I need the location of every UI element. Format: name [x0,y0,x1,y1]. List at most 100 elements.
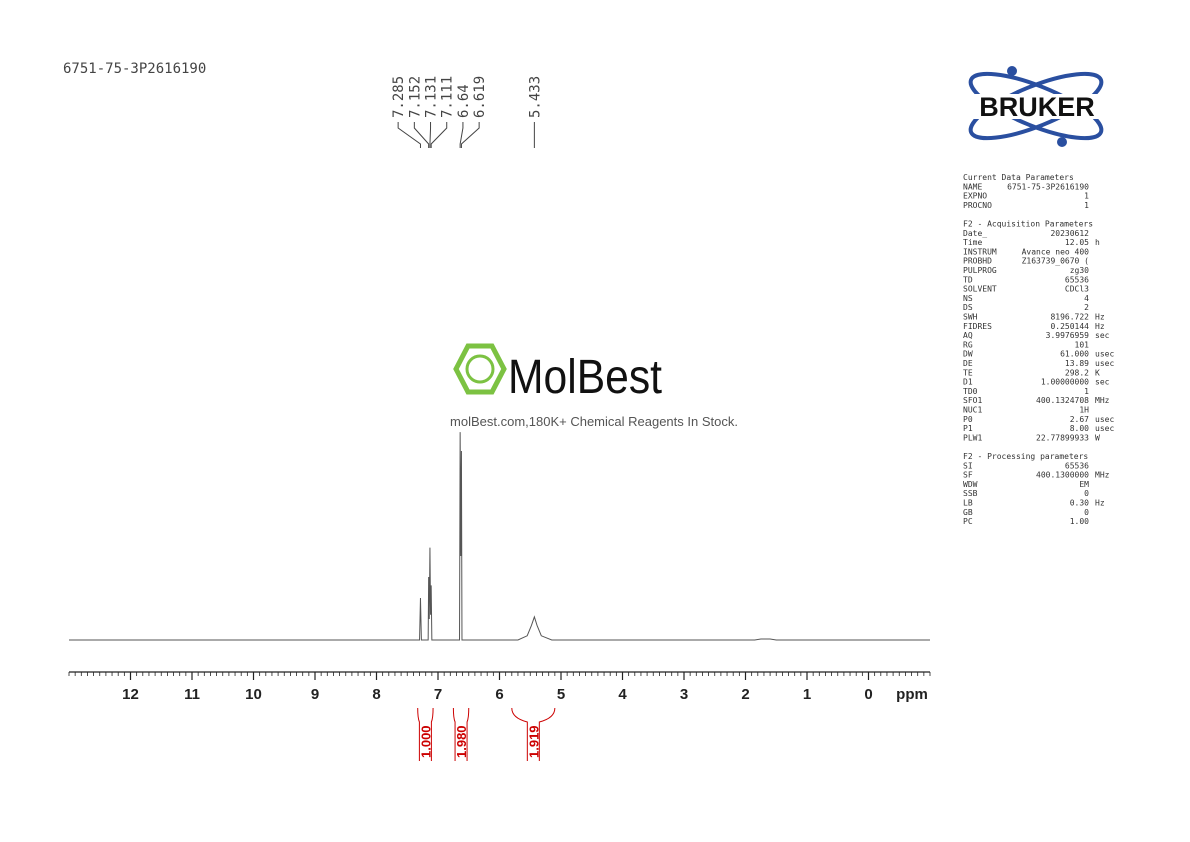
watermark-icon [453,343,507,395]
parameter-name: TE [963,368,973,377]
parameter-name: INSTRUM [963,247,997,256]
parameter-unit: W [1095,433,1100,442]
parameter-value: 298.2 [1065,368,1089,377]
logo-dot [1057,137,1067,147]
logo-text: BRUKER [979,92,1095,122]
x-tick-label: 0 [864,686,872,703]
peak-label: 7.131 [424,76,440,118]
parameter-value: 0 [1084,489,1089,498]
parameter-name: PULPROG [963,266,997,275]
parameter-name: LB [963,499,973,508]
parameter-name: FIDRES [963,322,992,331]
parameter-value: zg30 [1070,266,1089,275]
parameter-name: SF [963,471,973,480]
x-tick-label: 11 [184,686,200,703]
peak-label: 7.111 [440,76,456,118]
peak-label: 7.152 [407,76,423,118]
peak-leader [459,122,464,148]
watermark-icon [465,354,495,384]
x-tick-label: 9 [311,686,319,703]
x-tick-label: 10 [245,686,262,703]
parameter-name: Date_ [963,229,987,238]
x-tick-label: 8 [372,686,380,703]
x-tick-label: 3 [680,686,688,703]
parameter-value: 4 [1084,294,1089,303]
chart-title: 6751-75-3P2616190 [63,61,206,77]
logo-orbit [968,71,1104,141]
parameter-unit: usec [1095,350,1114,359]
parameter-unit: MHz [1095,471,1110,480]
parameter-name: NAME [963,182,982,191]
x-tick-label: 4 [618,686,627,703]
parameter-value: 0 [1084,508,1089,517]
watermark: MolBest molBest.com,180K+ Chemical Reage… [450,343,738,429]
x-tick-label: 7 [434,686,442,703]
parameter-unit: Hz [1095,499,1105,508]
parameter-value: 13.89 [1065,359,1089,368]
parameter-name: NUC1 [963,406,982,415]
parameter-value: 2.67 [1070,415,1089,424]
parameter-value: 61.000 [1060,350,1089,359]
parameter-name: TD [963,275,973,284]
parameter-name: SOLVENT [963,285,997,294]
integral-label: 1.980 [454,725,469,758]
parameter-value: CDCl3 [1065,285,1089,294]
parameter-value: 12.05 [1065,238,1089,247]
parameter-name: SI [963,461,973,470]
spectrum-line [69,432,930,641]
watermark-brand: MolBest [508,351,662,404]
parameter-name: D1 [963,378,973,387]
parameter-value: Z163739_0670 ( [1022,257,1089,266]
parameter-value: 65536 [1065,461,1089,470]
x-tick-label: 12 [122,686,139,703]
parameter-name: EXPNO [963,192,987,201]
x-tick-label: 5 [557,686,565,703]
parameter-unit: Hz [1095,313,1105,322]
parameter-unit: K [1095,368,1100,377]
parameter-group-title: Current Data Parameters [963,173,1074,182]
parameter-name: GB [963,508,973,517]
parameter-unit: h [1095,238,1100,247]
parameter-value: 0.250144 [1050,322,1089,331]
parameter-unit: usec [1095,415,1114,424]
peak-label: 7.285 [391,76,407,118]
parameter-value: 65536 [1065,275,1089,284]
parameter-value: 2 [1084,303,1089,312]
integral-bracket [417,707,434,761]
parameter-unit: sec [1095,331,1110,340]
parameter-name: P1 [963,424,973,433]
parameter-name: PROCNO [963,201,992,210]
parameter-value: 1.00000000 [1041,378,1089,387]
parameter-value: 20230612 [1050,229,1089,238]
parameter-unit: sec [1095,378,1110,387]
parameter-name: SSB [963,489,978,498]
parameter-value: 3.9976959 [1046,331,1090,340]
parameter-name: RG [963,340,973,349]
x-tick-label: 2 [741,686,749,703]
peak-label: 6.619 [472,76,488,118]
integral-bracket [452,707,470,761]
parameter-value: 8196.722 [1050,313,1089,322]
bruker-logo: BRUKER [958,66,1116,147]
parameter-value: 1 [1084,192,1089,201]
logo-band [958,94,1116,119]
parameter-value: 6751-75-3P2616190 [1007,182,1089,191]
parameter-name: AQ [963,331,973,340]
parameter-name: TD0 [963,387,978,396]
parameter-name: PROBHD [963,257,992,266]
parameter-value: EM [1079,480,1089,489]
parameter-value: 1 [1084,387,1089,396]
parameter-name: Time [963,238,982,247]
parameter-value: 1 [1084,201,1089,210]
parameter-unit: usec [1095,359,1114,368]
parameter-unit: MHz [1095,396,1110,405]
peak-leader [430,122,448,148]
integral-label: 1.919 [526,725,541,758]
parameter-name: SWH [963,313,978,322]
logo-orbit [968,71,1104,141]
peak-label: 5.433 [527,76,543,118]
integral-bracket [511,707,556,761]
parameter-name: WDW [963,480,978,489]
